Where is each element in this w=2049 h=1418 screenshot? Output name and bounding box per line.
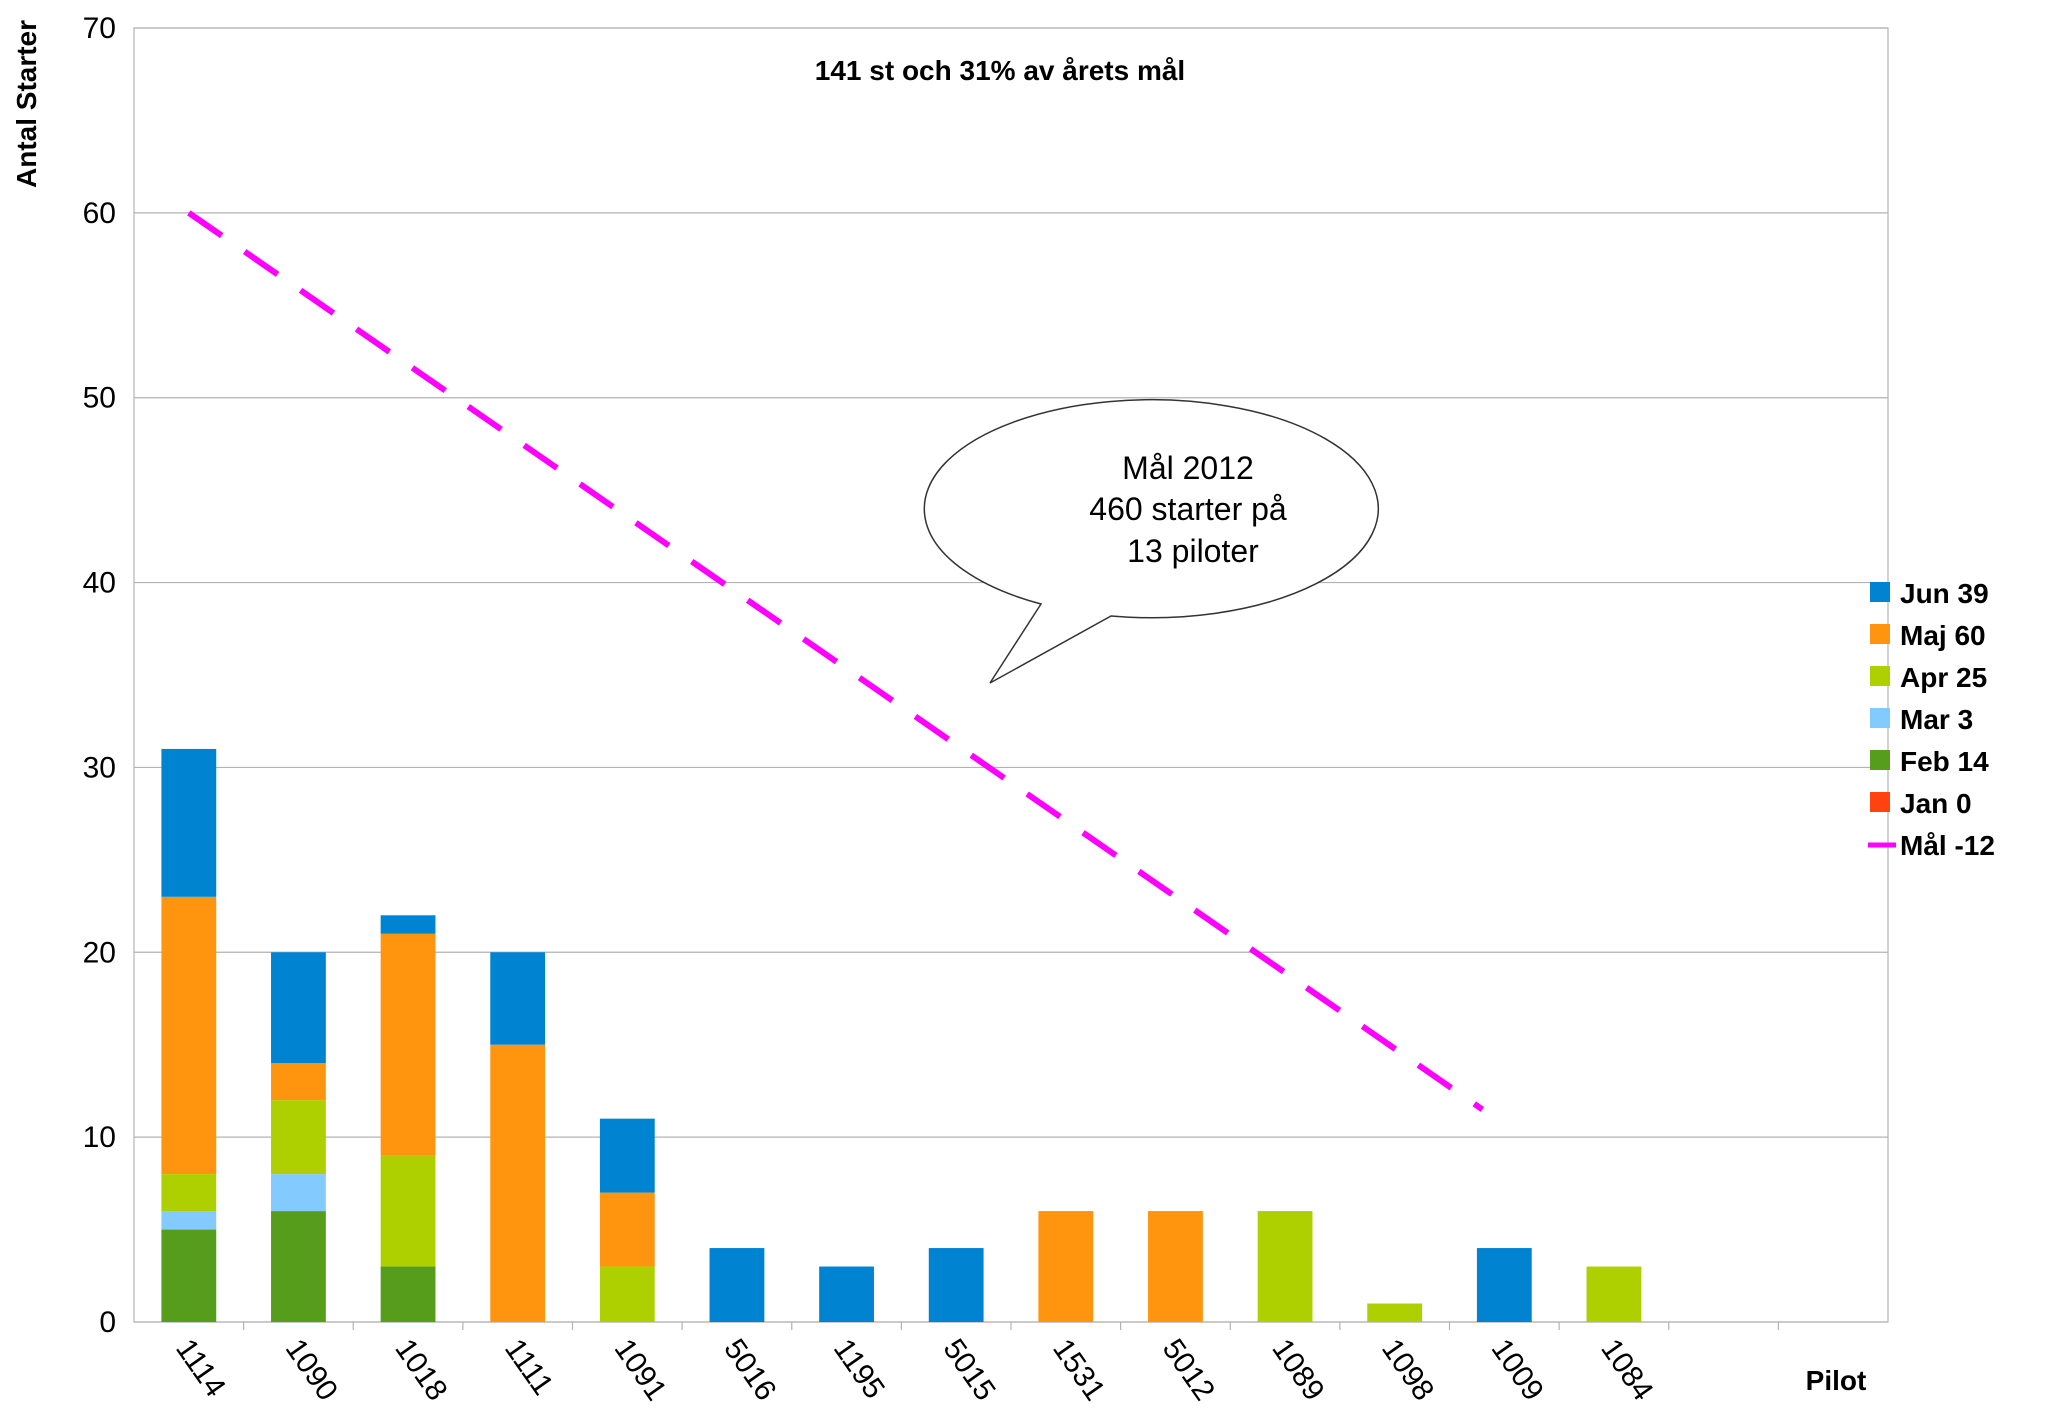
bar-segment (599, 1266, 655, 1322)
axes: 0 10 20 30 40 50 60 70 1114 1090 1018 1111 1091 5016 1… (83, 12, 1779, 1407)
callout-line-3: 13 piloter (1127, 533, 1259, 569)
y-tick-label: 50 (83, 382, 116, 415)
y-tick-label: 20 (83, 936, 116, 969)
target-line (187, 210, 1485, 1112)
y-tick-label: 70 (83, 12, 116, 45)
bar-segment (928, 1248, 984, 1322)
bar-segment (380, 915, 436, 934)
legend-swatch (1870, 708, 1890, 728)
x-tick-label: 1089 (1265, 1333, 1330, 1407)
bars (161, 748, 1642, 1322)
legend-swatch (1870, 624, 1890, 644)
x-tick-label: 1531 (1046, 1333, 1111, 1407)
bar-segment (490, 952, 546, 1045)
chart-title: 141 st och 31% av årets mål (815, 55, 1185, 86)
bar-segment (599, 1118, 655, 1193)
bar-segment (271, 1174, 326, 1212)
bar-segment (1476, 1248, 1532, 1322)
x-tick-label: 5016 (717, 1333, 782, 1407)
legend-swatch (1870, 666, 1890, 686)
y-tick-label: 0 (99, 1306, 116, 1339)
callout: Mål 2012 460 starter på 13 piloter (923, 398, 1380, 684)
legend: Jun 39 Maj 60 Apr 25 Mar 3 Feb 14 Jan 0 Mål -1… (1868, 578, 1995, 861)
bar-segment (271, 1211, 326, 1322)
legend-label: Feb 14 (1900, 746, 1989, 777)
x-tick-label: 5012 (1156, 1333, 1221, 1407)
x-tick-label: 5015 (936, 1333, 1001, 1407)
x-tick-label: 1111 (498, 1333, 559, 1401)
bar-segment (380, 933, 436, 1156)
bar-segment (1367, 1303, 1423, 1322)
legend-label: Mål -12 (1900, 830, 1995, 861)
bar-segment (380, 1266, 436, 1322)
legend-label: Maj 60 (1900, 620, 1986, 651)
y-tick-label: 10 (83, 1121, 116, 1154)
bar-segment (271, 1100, 326, 1175)
bar-segment (161, 1211, 217, 1230)
x-tick-label: 1009 (1485, 1333, 1550, 1407)
x-tick-label: 1098 (1375, 1333, 1440, 1407)
bar-segment (1257, 1211, 1313, 1322)
bar-segment (709, 1248, 765, 1322)
callout-bubble (923, 398, 1380, 684)
bar-segment (271, 1063, 326, 1101)
target-line-path (187, 210, 1485, 1112)
y-tick-label: 30 (83, 751, 116, 784)
bar-segment (819, 1266, 874, 1322)
bar-segment (271, 952, 326, 1064)
bar-segment (1148, 1211, 1203, 1322)
legend-swatch (1870, 582, 1890, 602)
bar-segment (161, 1174, 217, 1212)
x-tick-label: 1195 (827, 1333, 891, 1405)
legend-swatch (1870, 792, 1890, 812)
y-tick-label: 60 (83, 197, 116, 230)
y-tick-label: 40 (83, 567, 116, 600)
bar-segment (161, 748, 217, 897)
callout-line-1: Mål 2012 (1122, 450, 1254, 486)
x-tick-label: 1084 (1594, 1333, 1659, 1407)
legend-label: Apr 25 (1900, 662, 1987, 693)
x-tick-label: 1090 (279, 1333, 344, 1407)
bar-segment (599, 1192, 655, 1267)
bar-segment (161, 1229, 217, 1322)
bar-segment (1038, 1211, 1094, 1322)
bar-segment (380, 1155, 436, 1267)
bar-segment (161, 896, 217, 1175)
bar-segment (1586, 1266, 1642, 1322)
callout-line-2: 460 starter på (1089, 491, 1287, 527)
legend-label: Mar 3 (1900, 704, 1973, 735)
legend-swatch (1870, 750, 1890, 770)
bar-segment (490, 1044, 546, 1322)
legend-label: Jun 39 (1900, 578, 1989, 609)
y-axis-title: Antal Starter (11, 20, 42, 188)
x-tick-label: 1091 (608, 1333, 673, 1407)
x-tick-label: 1114 (169, 1333, 232, 1403)
legend-label: Jan 0 (1900, 788, 1972, 819)
x-axis-title: Pilot (1806, 1365, 1867, 1396)
x-tick-label: 1018 (388, 1333, 453, 1407)
